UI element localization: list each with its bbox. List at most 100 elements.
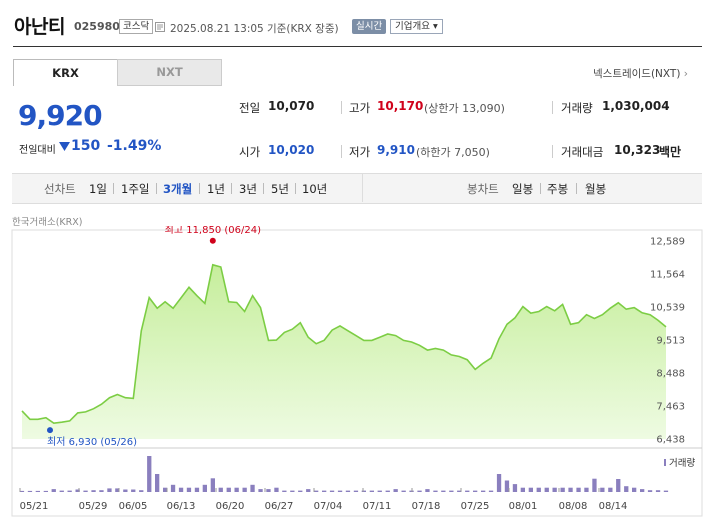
volume-bar	[258, 489, 263, 492]
volume-bar	[568, 487, 573, 492]
realtime-button[interactable]: 실시간	[352, 19, 387, 34]
chevron-right-icon: ›	[683, 68, 688, 80]
chart-toolbar	[12, 173, 702, 204]
volume-bar	[274, 487, 279, 492]
period-3m[interactable]: 3개월	[163, 182, 193, 196]
volume-value: 1,030,004	[602, 99, 670, 113]
candle-weekly[interactable]: 주봉	[547, 182, 569, 196]
volume-bar	[361, 490, 366, 492]
low-label: 저가	[349, 145, 371, 159]
volume-bar	[457, 490, 462, 492]
period-5y[interactable]: 5년	[271, 182, 289, 196]
volume-bar	[647, 490, 653, 492]
volume-bar	[131, 489, 136, 492]
low-marker	[47, 427, 53, 434]
volume-bar	[115, 488, 120, 492]
volume-bar	[194, 487, 200, 492]
volume-bar	[632, 487, 637, 492]
volume-bar	[655, 490, 661, 492]
prev-close-label: 전일	[239, 101, 261, 115]
y-tick-label: 12,589	[650, 237, 685, 248]
y-tick-label: 11,564	[650, 270, 685, 281]
down-triangle-icon	[59, 142, 70, 151]
volume-bar	[51, 489, 56, 492]
separator	[263, 183, 264, 194]
volume-bar	[512, 484, 518, 492]
volume-bar	[59, 490, 64, 492]
tab-nxt[interactable]: NXT	[117, 59, 222, 86]
volume-bar	[425, 489, 430, 492]
volume-bar	[433, 490, 438, 492]
volume-bar	[401, 490, 406, 492]
toolbar-divider	[362, 174, 363, 202]
nextrade-link[interactable]: 넥스트레이드(NXT) ›	[593, 66, 688, 81]
separator	[199, 183, 200, 194]
y-tick-label: 9,513	[656, 336, 685, 347]
separator	[552, 101, 553, 114]
volume-bar	[544, 487, 549, 492]
volume-bar	[266, 489, 271, 492]
x-tick-label: 05/29	[79, 501, 108, 512]
volume-bar	[624, 486, 629, 492]
volume-bar	[488, 490, 494, 492]
prev-close-value: 10,070	[268, 99, 315, 113]
candle-monthly[interactable]: 월봉	[585, 182, 607, 196]
price-area	[22, 264, 666, 439]
volume-bar	[369, 490, 374, 492]
x-tick-label: 07/18	[412, 501, 441, 512]
volume-bar	[218, 487, 223, 492]
amount-label: 거래대금	[561, 145, 604, 159]
company-overview-dropdown[interactable]: 기업개요 ▾	[390, 19, 443, 34]
volume-bar	[393, 489, 398, 492]
volume-bar	[43, 490, 48, 492]
x-tick-label: 08/14	[599, 501, 628, 512]
volume-bar	[616, 479, 621, 492]
volume-bar	[329, 490, 335, 492]
change-label: 전일대비	[19, 145, 56, 156]
volume-bar	[178, 487, 184, 492]
candle-daily[interactable]: 일봉	[512, 182, 534, 196]
x-tick-label: 07/11	[363, 501, 392, 512]
separator	[156, 183, 157, 194]
period-1y[interactable]: 1년	[207, 182, 225, 196]
volume-bar	[99, 490, 104, 492]
volume-bar	[67, 490, 72, 492]
volume-bar	[560, 487, 565, 492]
open-label: 시가	[239, 145, 261, 159]
volume-bar	[465, 490, 470, 492]
volume-bar	[600, 487, 605, 492]
low-annotation: 최저 6,930 (05/26)	[47, 436, 137, 448]
volume-bar	[83, 490, 88, 492]
volume-bar	[608, 487, 613, 492]
volume-bar	[385, 490, 390, 492]
volume-bar	[75, 489, 80, 492]
volume-bar	[139, 490, 144, 492]
volume-bar	[377, 490, 382, 492]
volume-bar	[552, 487, 557, 492]
period-10y[interactable]: 10년	[302, 182, 328, 196]
x-tick-label: 06/20	[216, 501, 245, 512]
y-tick-label: 10,539	[650, 303, 685, 314]
volume-bar	[19, 490, 25, 492]
period-1d[interactable]: 1일	[89, 182, 107, 196]
change-percent: -1.49%	[107, 138, 162, 154]
x-tick-label: 05/21	[20, 501, 49, 512]
price-chart[interactable]: 12,589 11,564 10,539 9,513 8,488 7,463 6,438 0…	[0, 226, 703, 518]
volume-bar	[584, 487, 589, 492]
volume-bar	[449, 490, 454, 492]
volume-bar	[27, 490, 33, 492]
nextrade-link-label: 넥스트레이드(NXT)	[593, 68, 681, 80]
x-tick-label: 08/08	[559, 501, 588, 512]
volume-bar	[322, 490, 327, 492]
period-1w[interactable]: 1주일	[121, 182, 150, 196]
volume-legend-swatch	[664, 459, 666, 466]
period-3y[interactable]: 3년	[239, 182, 257, 196]
upper-limit: (상한가 13,090)	[424, 102, 505, 115]
stock-code: 025980	[74, 20, 120, 33]
tab-krx[interactable]: KRX	[13, 59, 118, 86]
header-divider	[13, 46, 702, 47]
x-tick-label: 06/27	[265, 501, 294, 512]
volume-bar	[536, 487, 541, 492]
x-tick-label: 06/05	[119, 501, 148, 512]
high-value: 10,170	[377, 99, 424, 113]
